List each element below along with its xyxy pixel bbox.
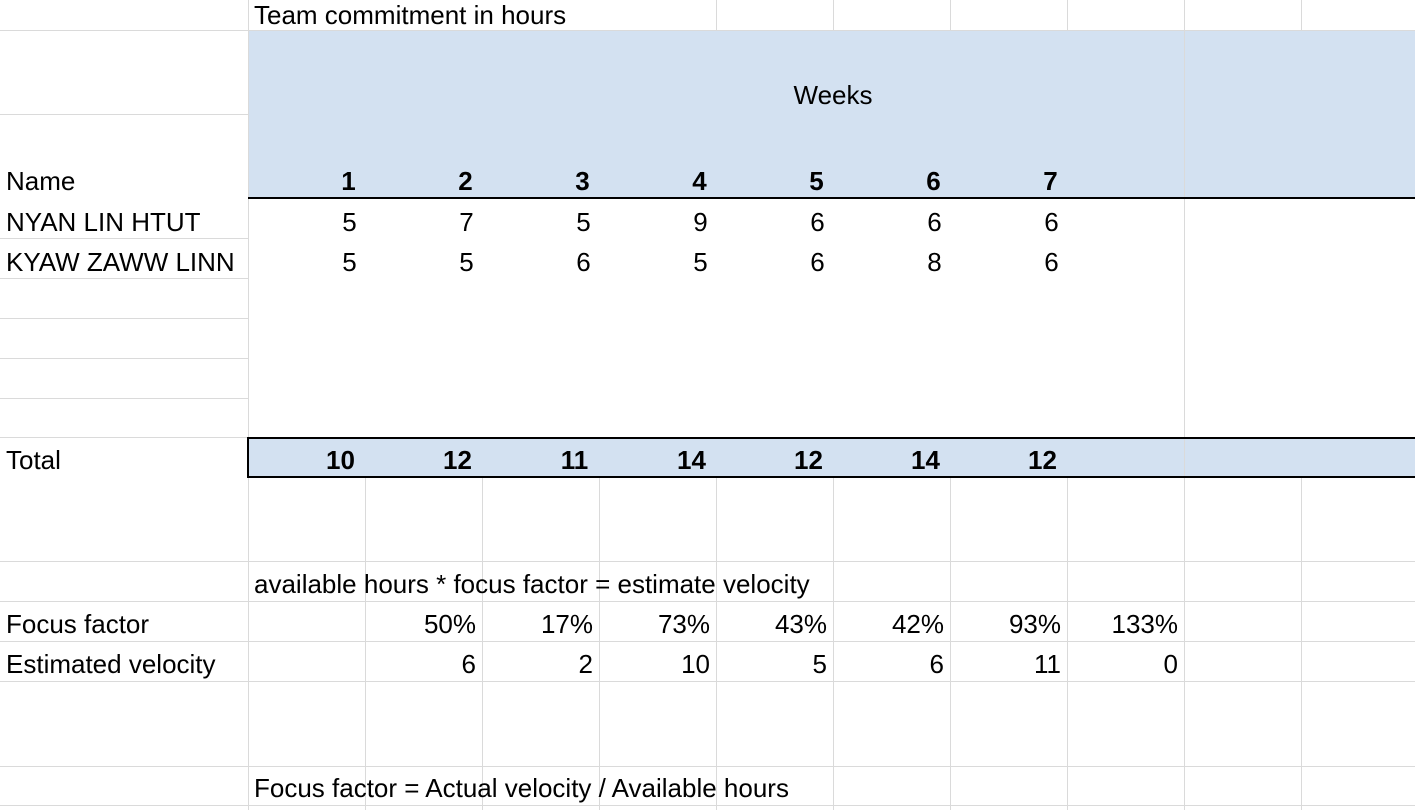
total-cell[interactable]: 12 bbox=[443, 445, 472, 475]
weeks-label[interactable]: Weeks bbox=[793, 80, 873, 110]
velocity-cell[interactable]: 10 bbox=[681, 649, 710, 679]
velocity-cell[interactable]: 11 bbox=[1034, 649, 1061, 679]
hours-cell[interactable]: 5 bbox=[459, 247, 474, 277]
total-left-border bbox=[247, 437, 249, 478]
total-bottom-border bbox=[248, 476, 1415, 478]
total-cell[interactable]: 12 bbox=[1028, 445, 1057, 475]
week-header-1[interactable]: 1 bbox=[341, 166, 356, 196]
hours-cell[interactable]: 5 bbox=[576, 207, 591, 237]
header-bottom-border bbox=[248, 197, 1415, 199]
velocity-cell[interactable]: 0 bbox=[1163, 649, 1178, 679]
week-header-7[interactable]: 7 bbox=[1043, 166, 1058, 196]
focus-factor-cell[interactable]: 93% bbox=[1008, 609, 1061, 639]
focus-factor-cell[interactable]: 43% bbox=[774, 609, 827, 639]
velocity-cell[interactable]: 6 bbox=[929, 649, 944, 679]
total-row-band bbox=[248, 438, 1415, 477]
focus-factor-label[interactable]: Focus factor bbox=[6, 609, 150, 639]
formula-note[interactable]: available hours * focus factor = estimat… bbox=[254, 569, 810, 599]
focus-factor-cell[interactable]: 50% bbox=[423, 609, 476, 639]
sheet-title[interactable]: Team commitment in hours bbox=[254, 0, 567, 30]
hours-cell[interactable]: 7 bbox=[459, 207, 474, 237]
total-cell[interactable]: 14 bbox=[677, 445, 706, 475]
total-label[interactable]: Total bbox=[6, 445, 61, 475]
focus-factor-cell[interactable]: 42% bbox=[891, 609, 944, 639]
focus-factor-cell[interactable]: 17% bbox=[540, 609, 593, 639]
total-cell[interactable]: 14 bbox=[911, 445, 940, 475]
focus-factor-cell[interactable]: 73% bbox=[657, 609, 710, 639]
week-header-2[interactable]: 2 bbox=[458, 166, 473, 196]
total-cell[interactable]: 10 bbox=[326, 445, 355, 475]
total-cell[interactable]: 11 bbox=[560, 445, 589, 475]
total-top-border bbox=[248, 437, 1415, 439]
velocity-cell[interactable]: 5 bbox=[812, 649, 827, 679]
hours-cell[interactable]: 6 bbox=[576, 247, 591, 277]
velocity-cell[interactable]: 6 bbox=[461, 649, 476, 679]
name-header[interactable]: Name bbox=[6, 166, 76, 196]
row-name[interactable]: NYAN LIN HTUT bbox=[6, 207, 201, 237]
hours-cell[interactable]: 9 bbox=[693, 207, 708, 237]
week-header-5[interactable]: 5 bbox=[809, 166, 824, 196]
hours-cell[interactable]: 5 bbox=[342, 207, 357, 237]
week-header-3[interactable]: 3 bbox=[575, 166, 590, 196]
footer-note[interactable]: Focus factor = Actual velocity / Availab… bbox=[254, 773, 789, 803]
hours-cell[interactable]: 6 bbox=[810, 207, 825, 237]
week-header-6[interactable]: 6 bbox=[926, 166, 941, 196]
row-name[interactable]: KYAW ZAWW LINN bbox=[6, 247, 235, 277]
weeks-header-band bbox=[248, 31, 1415, 198]
total-cell[interactable]: 12 bbox=[794, 445, 823, 475]
hours-cell[interactable]: 6 bbox=[810, 247, 825, 277]
hours-cell[interactable]: 6 bbox=[1044, 207, 1059, 237]
hours-cell[interactable]: 5 bbox=[342, 247, 357, 277]
hours-cell[interactable]: 8 bbox=[927, 247, 942, 277]
hours-cell[interactable]: 5 bbox=[693, 247, 708, 277]
hours-cell[interactable]: 6 bbox=[927, 207, 942, 237]
velocity-cell[interactable]: 2 bbox=[578, 649, 593, 679]
focus-factor-cell[interactable]: 133% bbox=[1111, 609, 1179, 639]
week-header-4[interactable]: 4 bbox=[692, 166, 707, 196]
estimated-velocity-label[interactable]: Estimated velocity bbox=[6, 649, 216, 679]
hours-cell[interactable]: 6 bbox=[1044, 247, 1059, 277]
